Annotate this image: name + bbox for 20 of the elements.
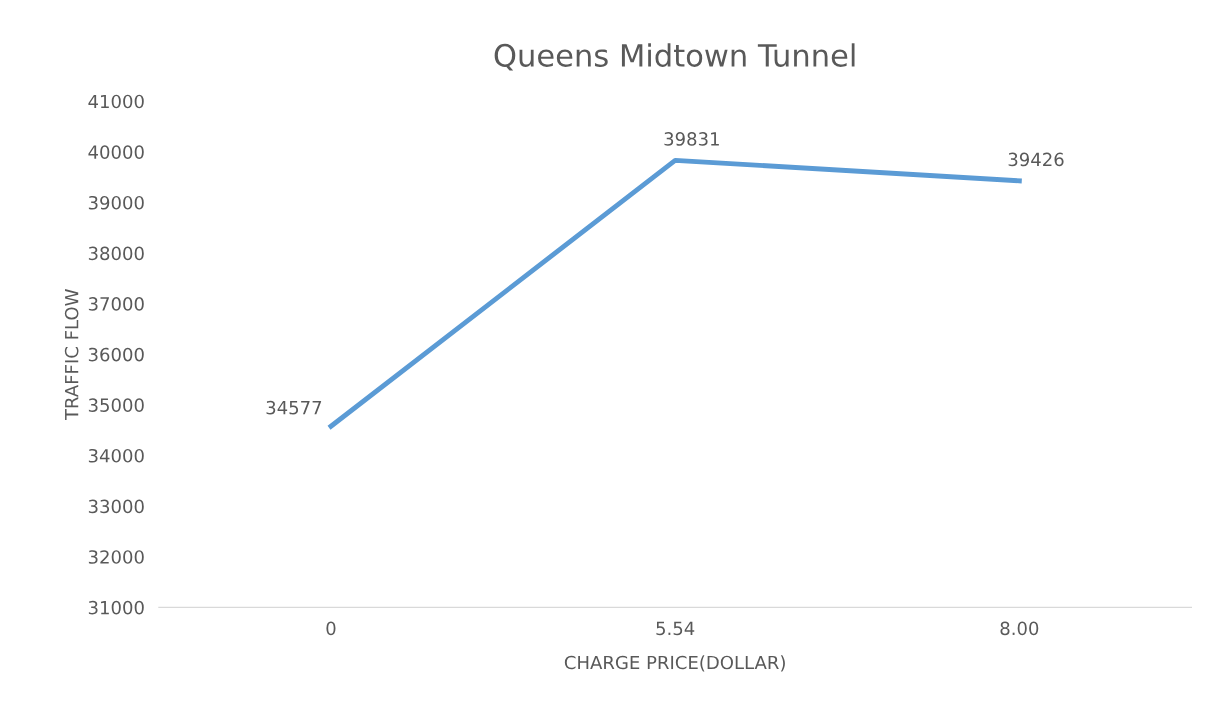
x-tick-label: 0 <box>326 621 336 636</box>
y-tick-label: 32000 <box>88 550 144 564</box>
y-tick-label: 33000 <box>88 499 144 514</box>
data-label: 39831 <box>664 132 719 146</box>
x-axis-title: CHARGE PRICE(DOLLAR) <box>564 655 785 672</box>
y-tick-label: 40000 <box>88 145 144 159</box>
x-tick-label: 5.54 <box>656 621 695 636</box>
y-tick-label: 41000 <box>88 94 144 109</box>
y-tick-label: 36000 <box>88 347 144 362</box>
x-tick-label: 8.00 <box>1000 621 1039 636</box>
y-axis-title: TRAFFIC FLOW <box>64 289 79 421</box>
y-tick-label: 39000 <box>88 195 144 210</box>
y-tick-label: 31000 <box>88 600 144 615</box>
y-tick-label: 34000 <box>88 448 144 463</box>
y-tick-label: 35000 <box>88 398 144 412</box>
y-tick-label: 37000 <box>88 297 144 311</box>
data-label: 39426 <box>1008 152 1064 167</box>
chart-title: Queens Midtown Tunnel <box>494 43 855 71</box>
data-label: 34577 <box>266 400 322 415</box>
y-tick-label: 38000 <box>88 246 144 261</box>
